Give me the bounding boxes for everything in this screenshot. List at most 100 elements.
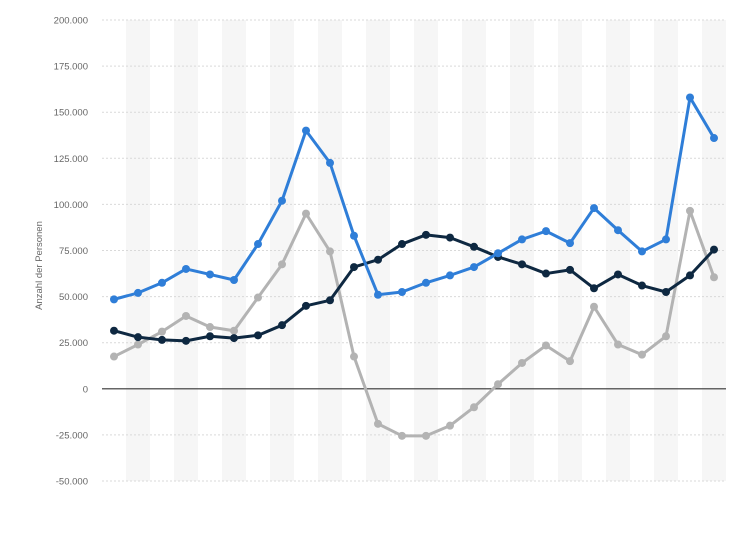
data-point[interactable] <box>470 263 478 272</box>
y-axis-tick-labels: 200.000 175.000 150.000 125.000 100.000 75.00… <box>54 16 88 488</box>
data-point[interactable] <box>662 332 670 341</box>
data-point[interactable] <box>566 357 574 366</box>
data-point[interactable] <box>206 332 214 341</box>
data-point[interactable] <box>494 380 502 389</box>
data-point[interactable] <box>566 239 574 248</box>
data-point[interactable] <box>278 321 286 330</box>
series-1 <box>110 93 718 304</box>
data-point[interactable] <box>230 276 238 285</box>
data-point[interactable] <box>350 231 358 240</box>
data-point[interactable] <box>134 333 142 342</box>
data-point[interactable] <box>446 233 454 242</box>
data-point[interactable] <box>710 245 718 254</box>
y-tick-label: 100.000 <box>54 200 88 211</box>
data-point[interactable] <box>614 340 622 349</box>
data-point[interactable] <box>590 284 598 293</box>
y-tick-label: 150.000 <box>54 108 88 119</box>
data-point[interactable] <box>422 431 430 440</box>
data-point[interactable] <box>326 296 334 305</box>
data-point[interactable] <box>590 204 598 213</box>
data-point[interactable] <box>302 126 310 135</box>
data-point[interactable] <box>326 158 334 167</box>
data-point[interactable] <box>110 326 118 335</box>
data-point[interactable] <box>446 271 454 280</box>
data-point[interactable] <box>422 230 430 239</box>
data-point[interactable] <box>134 340 142 349</box>
data-point[interactable] <box>350 263 358 272</box>
data-point[interactable] <box>542 269 550 278</box>
data-point[interactable] <box>374 290 382 299</box>
y-tick-label: 25.000 <box>59 338 88 349</box>
data-point[interactable] <box>278 196 286 205</box>
data-point[interactable] <box>686 93 694 102</box>
series-line <box>112 209 716 438</box>
data-point[interactable] <box>614 270 622 279</box>
data-point[interactable] <box>638 281 646 290</box>
series-line <box>112 95 716 301</box>
data-point[interactable] <box>182 264 190 273</box>
series-3 <box>110 206 718 440</box>
data-point[interactable] <box>638 350 646 359</box>
data-point[interactable] <box>254 293 262 302</box>
data-point[interactable] <box>110 295 118 304</box>
data-point[interactable] <box>302 209 310 218</box>
data-point[interactable] <box>686 271 694 280</box>
data-point[interactable] <box>374 255 382 264</box>
y-axis-title: Anzahl der Personen <box>34 221 45 310</box>
y-tick-label: 200.000 <box>54 16 88 27</box>
data-point[interactable] <box>374 419 382 428</box>
data-point[interactable] <box>206 270 214 279</box>
y-tick-label: 125.000 <box>54 154 88 165</box>
data-point[interactable] <box>710 134 718 143</box>
data-point[interactable] <box>494 249 502 258</box>
data-point[interactable] <box>158 327 166 336</box>
data-point[interactable] <box>446 421 454 430</box>
data-point[interactable] <box>638 247 646 256</box>
data-point[interactable] <box>254 240 262 249</box>
data-point[interactable] <box>566 265 574 274</box>
data-point[interactable] <box>134 288 142 297</box>
data-point[interactable] <box>614 226 622 235</box>
data-point[interactable] <box>398 287 406 296</box>
data-point[interactable] <box>326 247 334 256</box>
data-point[interactable] <box>206 323 214 332</box>
data-point[interactable] <box>182 311 190 320</box>
data-point[interactable] <box>158 278 166 287</box>
data-point[interactable] <box>662 287 670 296</box>
data-point[interactable] <box>278 260 286 269</box>
data-point[interactable] <box>518 358 526 367</box>
data-point[interactable] <box>542 341 550 350</box>
data-point[interactable] <box>182 336 190 345</box>
data-point[interactable] <box>350 352 358 361</box>
y-tick-label: 75.000 <box>59 246 88 257</box>
y-tick-label: 175.000 <box>54 62 88 73</box>
data-point[interactable] <box>686 206 694 215</box>
y-tick-label: 50.000 <box>59 292 88 303</box>
series-2 <box>110 230 718 345</box>
data-point[interactable] <box>662 235 670 244</box>
data-point[interactable] <box>230 334 238 343</box>
data-point[interactable] <box>590 302 598 311</box>
data-point[interactable] <box>518 260 526 269</box>
y-tick-label: -50.000 <box>56 477 88 488</box>
data-point[interactable] <box>398 431 406 440</box>
data-point[interactable] <box>230 326 238 335</box>
data-point[interactable] <box>542 227 550 236</box>
data-point[interactable] <box>470 403 478 412</box>
data-point[interactable] <box>470 242 478 251</box>
data-point[interactable] <box>254 331 262 340</box>
data-point[interactable] <box>518 235 526 244</box>
gridlines <box>102 19 726 482</box>
series-line <box>112 233 716 343</box>
y-tick-label: 0 <box>83 384 88 395</box>
data-point[interactable] <box>302 301 310 310</box>
y-tick-label: -25.000 <box>56 430 88 441</box>
data-point[interactable] <box>158 335 166 344</box>
data-point[interactable] <box>110 352 118 361</box>
data-point[interactable] <box>398 240 406 249</box>
data-point[interactable] <box>710 273 718 282</box>
series-lines <box>110 93 718 440</box>
data-point[interactable] <box>422 278 430 287</box>
